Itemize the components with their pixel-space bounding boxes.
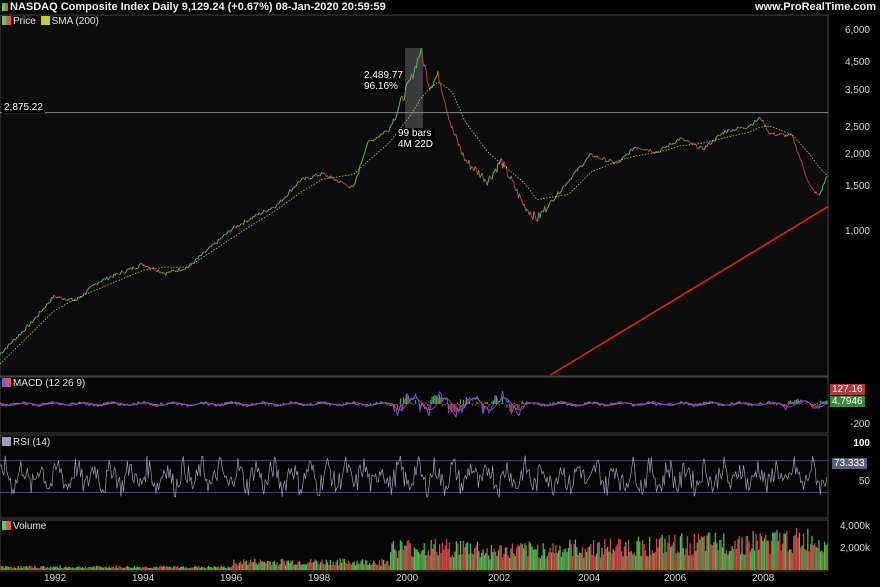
peak-annotation[interactable]: 2,489.77 96.16% bbox=[362, 70, 405, 92]
volume-legend-label: Volume bbox=[13, 521, 47, 532]
peak-pct-label: 96.16% bbox=[364, 81, 398, 92]
brand-label[interactable]: www.ProRealTime.com bbox=[754, 1, 876, 13]
price-swatch-icon bbox=[2, 16, 11, 25]
rsi-swatch-icon bbox=[2, 437, 11, 446]
horizontal-level-label[interactable]: 2,875.22 bbox=[2, 102, 45, 113]
price-axis-tick: 4,500 bbox=[844, 57, 870, 68]
x-axis-tick: 2000 bbox=[396, 573, 419, 584]
peak-price-label: 2,489.77 bbox=[364, 70, 403, 81]
title-text: NASDAQ Composite Index Daily 9,129.24 (+… bbox=[10, 1, 386, 13]
rsi-legend-label: RSI (14) bbox=[13, 437, 51, 448]
price-axis-tick: 6,000 bbox=[844, 25, 870, 36]
price-line-up bbox=[0, 48, 828, 355]
macd-axis-tick: -200 bbox=[849, 419, 870, 430]
trendline bbox=[550, 205, 829, 376]
instrument-icon bbox=[2, 3, 8, 11]
peak-highlight bbox=[405, 48, 423, 128]
price-legend: Price SMA (200) bbox=[2, 16, 99, 28]
price-legend-label: Price bbox=[13, 16, 36, 27]
price-axis-tick: 1,000 bbox=[844, 226, 870, 237]
rsi-axis-tick: 50 bbox=[858, 476, 870, 487]
x-axis-tick: 2008 bbox=[752, 573, 775, 584]
bars-count-label: 99 bars bbox=[398, 128, 432, 139]
bars-annotation[interactable]: 99 bars 4M 22D bbox=[396, 128, 436, 150]
volume-swatch-icon bbox=[2, 521, 11, 530]
macd-legend-label: MACD (12 26 9) bbox=[13, 378, 86, 389]
price-axis-tick: 2,000 bbox=[844, 149, 870, 160]
x-axis-tick: 1996 bbox=[220, 573, 243, 584]
volume-axis-tick: 4,000k bbox=[839, 521, 870, 532]
x-axis-tick: 1994 bbox=[132, 573, 155, 584]
macd-line bbox=[0, 391, 829, 418]
macd-swatch-icon bbox=[2, 378, 11, 387]
macd-legend: MACD (12 26 9) bbox=[2, 378, 85, 390]
x-axis-tick: 1998 bbox=[308, 573, 331, 584]
rsi-legend: RSI (14) bbox=[2, 437, 50, 449]
rsi-line bbox=[0, 455, 828, 499]
price-axis-tick: 1,500 bbox=[844, 181, 870, 192]
rsi-axis-tick: 100 bbox=[853, 438, 870, 449]
x-axis-tick: 1992 bbox=[44, 573, 67, 584]
sma-line bbox=[0, 81, 829, 365]
price-axis-tick: 3,500 bbox=[844, 85, 870, 96]
x-axis-tick: 2002 bbox=[488, 573, 511, 584]
x-axis-tick: 2004 bbox=[578, 573, 601, 584]
rsi-value-badge: 73.333 bbox=[832, 458, 867, 469]
volume-legend: Volume bbox=[2, 521, 46, 533]
macd-value-badge: 127.16 bbox=[830, 384, 865, 395]
duration-label: 4M 22D bbox=[398, 139, 434, 150]
sma-swatch-icon bbox=[40, 16, 50, 25]
x-axis-tick: 2006 bbox=[664, 573, 687, 584]
volume-axis-tick: 2,000k bbox=[839, 543, 870, 554]
sma-legend-label: SMA (200) bbox=[51, 16, 99, 27]
macd-signal-badge: 4.7946 bbox=[830, 396, 865, 407]
chart-title: NASDAQ Composite Index Daily 9,129.24 (+… bbox=[2, 0, 386, 14]
price-axis-tick: 2,500 bbox=[844, 122, 870, 133]
